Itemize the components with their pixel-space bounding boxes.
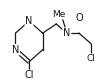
Text: O: O [75,13,83,23]
Text: Cl: Cl [87,54,95,63]
Text: N: N [12,45,19,55]
Text: N: N [63,28,71,38]
Text: Me: Me [53,10,66,19]
Text: N: N [25,16,33,26]
Text: Cl: Cl [24,70,34,80]
